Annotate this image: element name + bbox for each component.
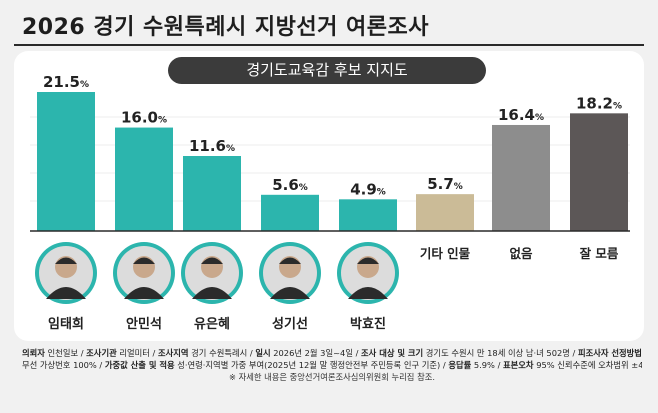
portrait-body: [348, 287, 388, 299]
portrait-hair: [201, 257, 223, 264]
portrait-body: [270, 287, 310, 299]
data-label: 18.2%: [576, 94, 622, 112]
portrait-body: [46, 287, 86, 299]
category-label: 임태희: [48, 317, 84, 332]
footer-line-1: 의뢰자 인천일보 / 조사기관 리얼미터 / 조사지역 경기 수원특례시 / 일…: [22, 348, 642, 358]
bar-5: [339, 199, 397, 231]
category-label: 기타 인물: [420, 246, 471, 261]
bar-3: [183, 156, 241, 231]
portrait-hair: [55, 257, 77, 264]
footer-value: 무선 가상번호 100%: [22, 360, 97, 370]
bar-6: [416, 194, 474, 231]
portrait-hair: [357, 257, 379, 264]
data-label: 4.9%: [350, 180, 386, 198]
bar-2: [115, 127, 173, 231]
footer-value: 경기도 수원시 만 18세 이상 남·녀 502명: [425, 348, 570, 358]
portrait-hair: [279, 257, 301, 264]
bar-1: [37, 92, 95, 231]
footer-value: 성·연령·지역별 가중 부여(2025년 12월 말 행정안전부 주민등록 인구…: [177, 360, 441, 370]
title-divider: [14, 44, 644, 46]
footer-key: 가중값 산출 및 적용: [104, 360, 175, 370]
category-label: 성기선: [272, 316, 308, 332]
chart-subtitle: 경기도교육감 후보 지지도: [168, 57, 486, 84]
footer-value: 5.9%: [473, 360, 495, 370]
category-label: 안민석: [126, 316, 162, 332]
data-label: 5.7%: [427, 175, 463, 193]
footer-value: 인천일보: [47, 348, 79, 358]
footer-value: 2026년 2월 3일~4일: [273, 348, 353, 358]
footer-value: 95% 신뢰수준에 오차범위 ±4.4%p: [536, 360, 642, 370]
survey-footer: 의뢰자 인천일보 / 조사기관 리얼미터 / 조사지역 경기 수원특례시 / 일…: [22, 347, 642, 383]
data-label: 21.5%: [43, 73, 89, 91]
category-label: 유은혜: [194, 316, 230, 332]
data-label: 16.0%: [121, 109, 167, 127]
page-title: 2026 경기 수원특례시 지방선거 여론조사: [22, 15, 429, 40]
footer-value: 경기 수원특례시: [191, 348, 248, 358]
portrait-hair: [133, 257, 155, 264]
data-label: 11.6%: [189, 137, 235, 155]
footer-key: 피조사자 선정방법: [577, 348, 642, 358]
footer-line-2: 무선 가상번호 100% / 가중값 산출 및 적용 성·연령·지역별 가중 부…: [22, 359, 642, 371]
category-label: 없음: [509, 246, 533, 261]
footer-key: 조사 대상 및 크기: [361, 348, 424, 358]
portrait-body: [192, 287, 232, 299]
category-label: 잘 모름: [580, 246, 619, 261]
data-label: 5.6%: [272, 176, 308, 194]
footer-key: 조사기관: [86, 348, 117, 358]
data-label: 16.4%: [498, 106, 544, 124]
footer-key: 표본오차: [503, 360, 534, 370]
footer-key: 의뢰자: [22, 348, 45, 358]
bar-7: [492, 124, 550, 231]
category-label: 박효진: [350, 316, 386, 332]
bar-4: [261, 194, 319, 231]
bar-8: [570, 113, 628, 231]
footer-value: 리얼미터: [119, 348, 150, 358]
portrait-body: [124, 287, 164, 299]
footer-key: 조사지역: [157, 348, 189, 358]
footer-key: 응답률: [448, 360, 472, 370]
footer-key: 일시: [255, 348, 271, 358]
footer-note: ※ 자세한 내용은 중앙선거여론조사심의위원회 누리집 참조.: [229, 372, 435, 382]
